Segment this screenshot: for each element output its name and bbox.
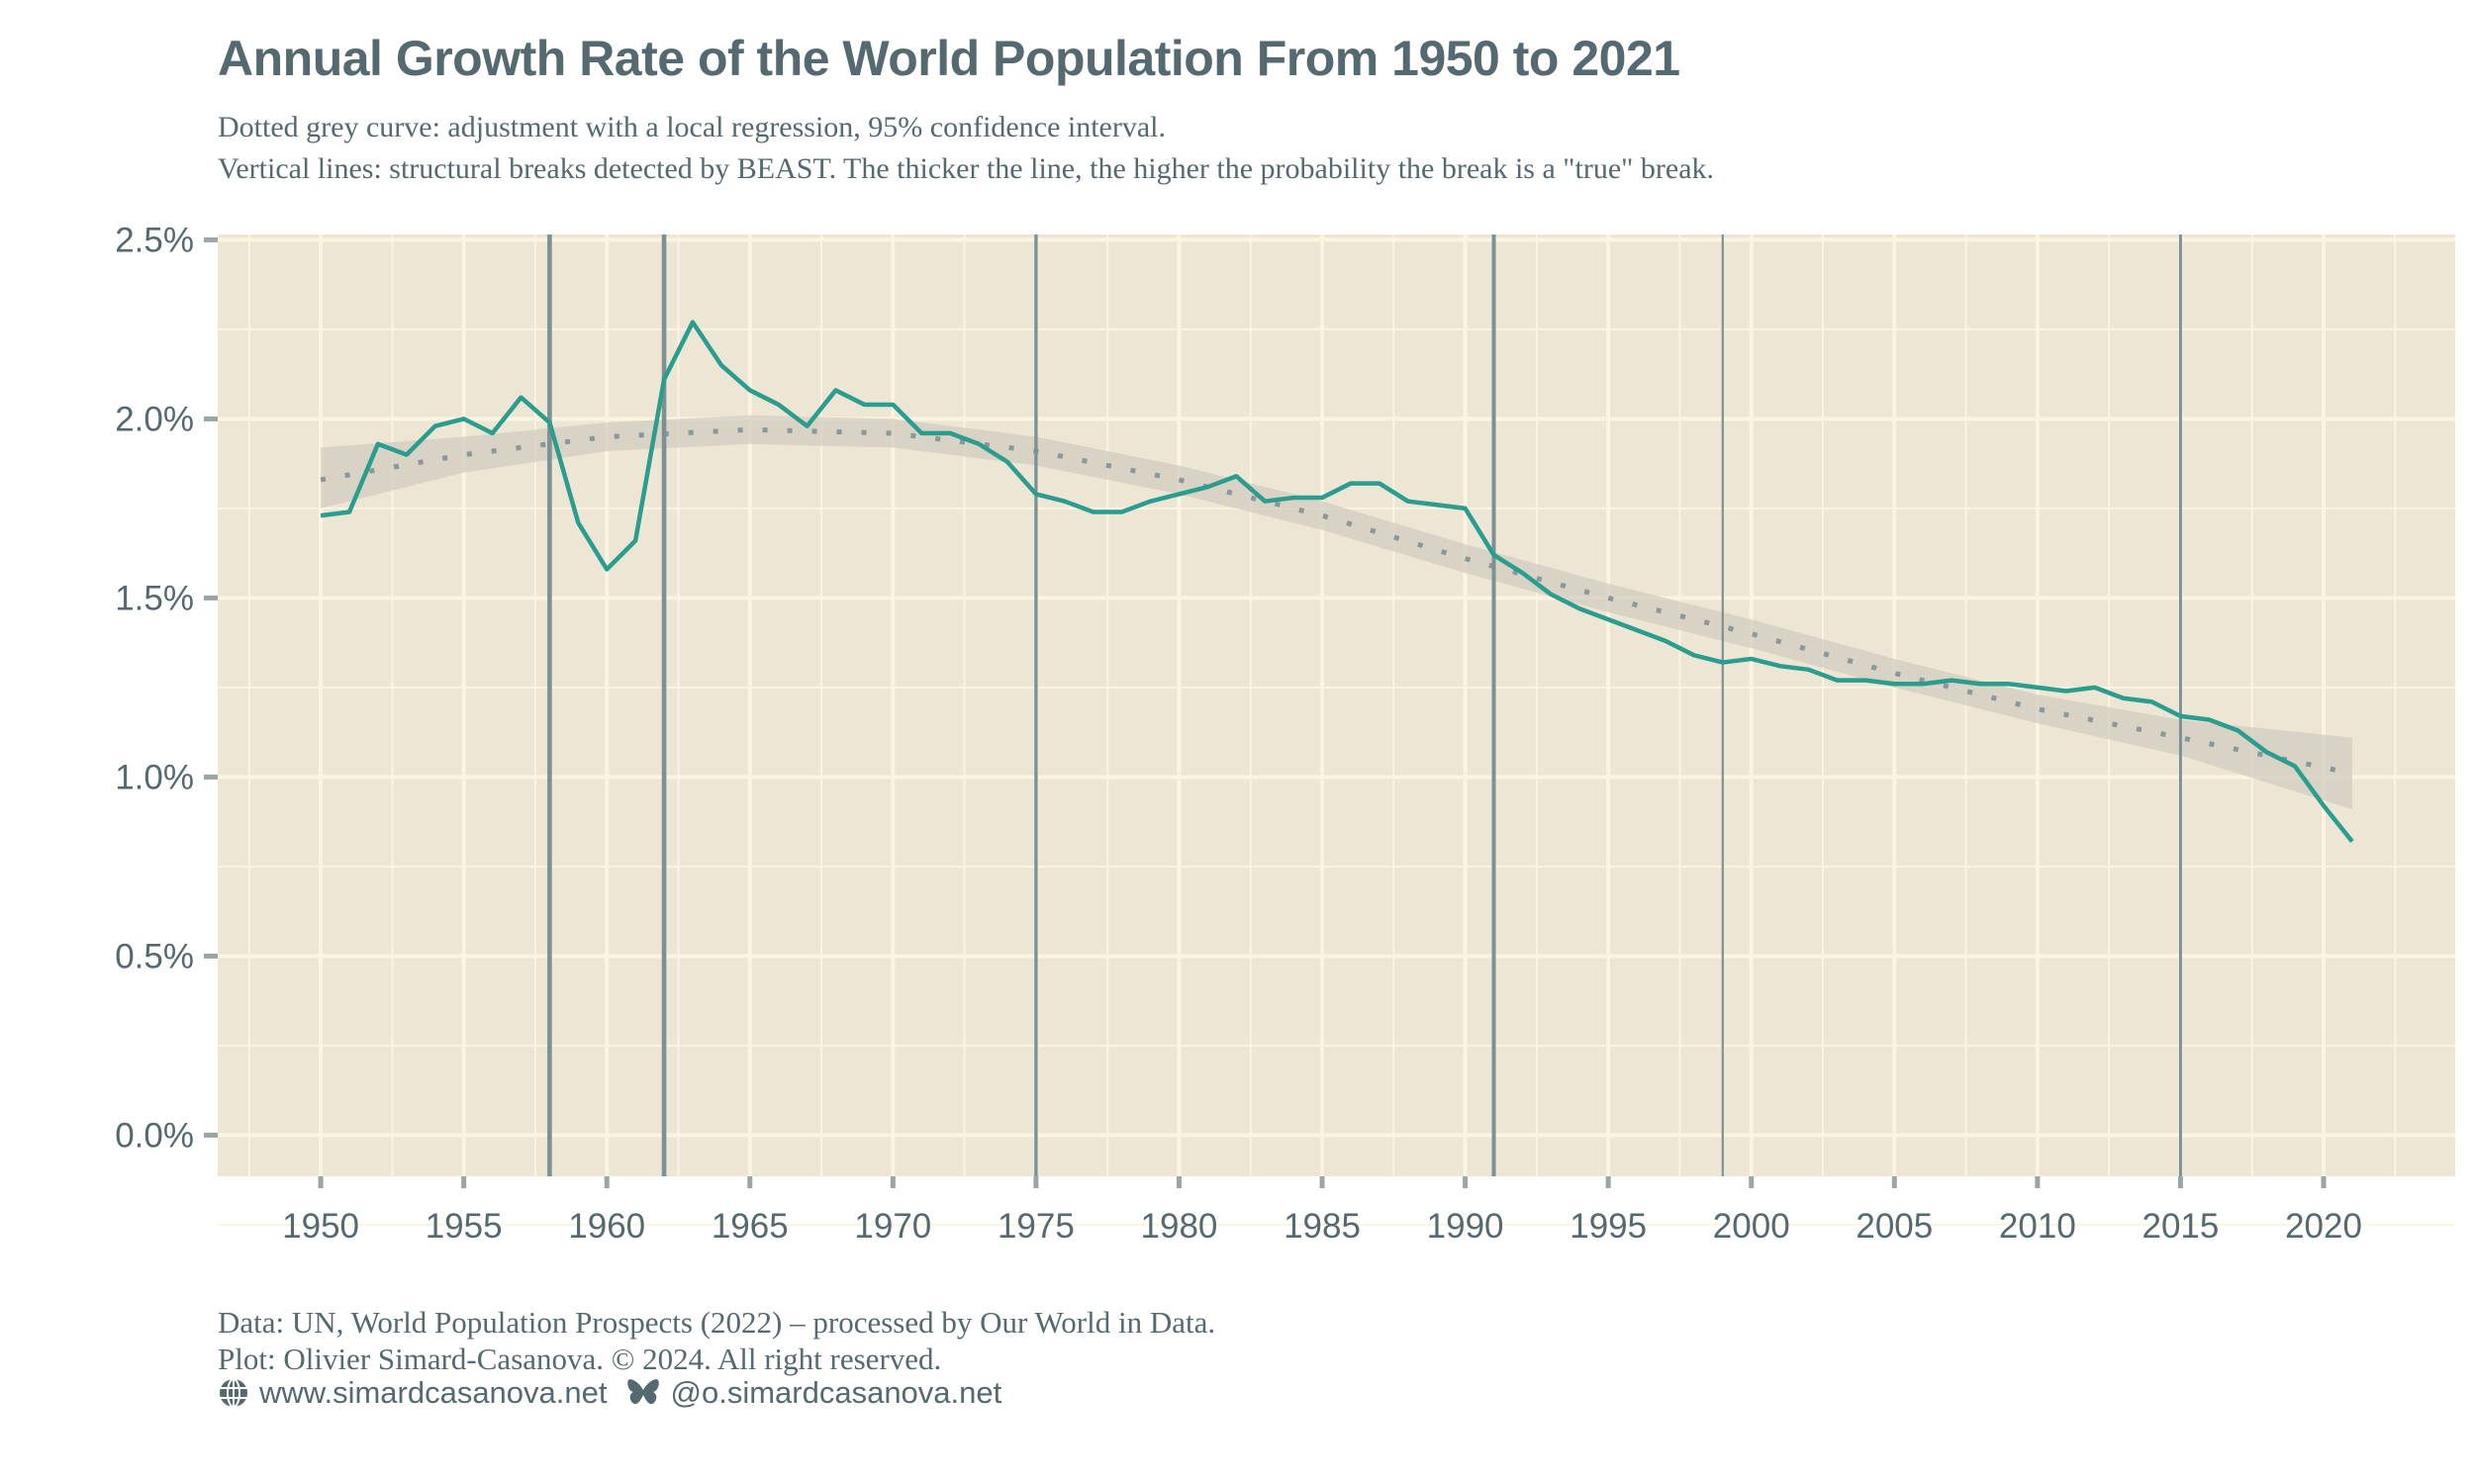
x-tick-label: 1970: [854, 1207, 931, 1246]
x-tick-label: 1965: [712, 1207, 789, 1246]
x-tick-label: 2000: [1713, 1207, 1790, 1246]
y-tick-label: 0.0%: [115, 1116, 194, 1155]
x-tick-label: 2020: [2285, 1207, 2362, 1246]
x-tick-label: 1990: [1427, 1207, 1504, 1246]
caption-data-source: Data: UN, World Population Prospects (20…: [218, 1305, 1216, 1340]
y-tick-label: 1.0%: [115, 758, 194, 796]
x-tick-label: 1980: [1141, 1207, 1218, 1246]
globe-icon: [218, 1377, 249, 1409]
confidence-band: [321, 415, 2352, 809]
bluesky-link[interactable]: @o.simardcasanova.net: [670, 1375, 1002, 1410]
x-tick-label: 1955: [426, 1207, 503, 1246]
x-tick-label: 1985: [1284, 1207, 1361, 1246]
x-tick-label: 1975: [998, 1207, 1075, 1246]
y-tick-label: 0.5%: [115, 937, 194, 975]
x-tick-label: 1995: [1570, 1207, 1647, 1246]
y-tick-label: 2.0%: [115, 400, 194, 438]
y-tick-label: 2.5%: [115, 221, 194, 259]
x-tick-label: 2010: [1999, 1207, 2076, 1246]
caption-author: Plot: Olivier Simard-Casanova. © 2024. A…: [218, 1342, 942, 1376]
butterfly-icon: [625, 1377, 661, 1409]
plot-panel: [218, 234, 2455, 1176]
subtitle-line-2: Vertical lines: structural breaks detect…: [218, 152, 1715, 185]
x-tick-label: 1960: [568, 1207, 645, 1246]
subtitle-line-1: Dotted grey curve: adjustment with a loc…: [218, 111, 1167, 143]
chart-title: Annual Growth Rate of the World Populati…: [218, 31, 1680, 86]
x-tick-label: 1950: [282, 1207, 359, 1246]
website-link[interactable]: www.simardcasanova.net: [259, 1375, 608, 1410]
x-tick-label: 2005: [1856, 1207, 1933, 1246]
social-links: www.simardcasanova.net @o.simardcasanova…: [218, 1375, 1001, 1411]
x-tick-label: 2015: [2141, 1207, 2219, 1246]
y-tick-label: 1.5%: [115, 579, 194, 617]
growth-rate-line: [320, 320, 2354, 843]
chart-subtitle: Dotted grey curve: adjustment with a loc…: [218, 107, 1714, 190]
caption: Data: UN, World Population Prospects (20…: [218, 1304, 1215, 1377]
